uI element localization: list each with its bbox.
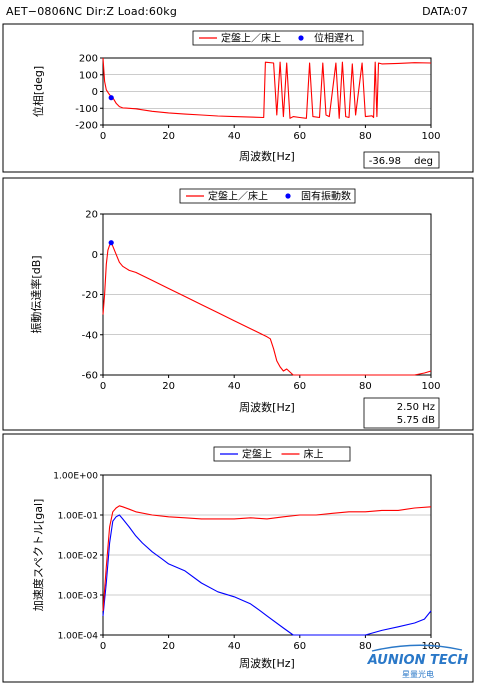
legend-entry: 固有振動数 (301, 190, 351, 203)
legend-entry: 位相遅れ (314, 32, 354, 45)
legend-entry: 定盤上 (242, 448, 272, 461)
readout-freq-unit: Hz (422, 402, 435, 413)
y-tick-label: 1.00E-04 (58, 632, 99, 642)
watermark-sub: 星量光电 (402, 669, 434, 679)
x-tick-label: 80 (359, 381, 372, 392)
readout-unit: deg (414, 156, 433, 167)
x-tick-label: 20 (162, 131, 175, 142)
report-title: AET−0806NC Dir:Z Load:60kg (6, 5, 178, 18)
x-tick-label: 40 (228, 381, 241, 392)
marker-point (108, 95, 114, 101)
x-tick-label: 40 (228, 131, 241, 142)
y-tick-label: 20 (85, 210, 98, 221)
panel-frame-2 (2, 177, 474, 431)
y-tick-label: 1.00E+00 (53, 472, 98, 482)
x-tick-label: 20 (162, 641, 175, 652)
readout-box (363, 397, 440, 429)
watermark-swoosh (371, 644, 463, 652)
marker-point (108, 240, 114, 246)
y-tick-label: -60 (82, 371, 98, 382)
x-tick-label: 0 (100, 641, 106, 652)
y-axis-label: 振動伝達率[dB] (29, 255, 43, 333)
legend-entry: 定盤上／床上 (208, 190, 268, 203)
y-tick-label: -200 (75, 121, 98, 132)
y-tick-label: 1.00E-02 (58, 552, 98, 562)
series-line-2 (102, 505, 432, 611)
y-tick-label: -40 (82, 330, 98, 341)
x-tick-label: 40 (228, 641, 241, 652)
chart-1 (100, 30, 440, 169)
y-axis-label: 加速度スペクトル[gal] (31, 499, 45, 612)
panel-frame-3 (2, 433, 474, 683)
x-tick-label: 80 (359, 641, 372, 652)
y-tick-label: 1.00E-01 (58, 512, 98, 522)
legend-marker (298, 35, 304, 41)
y-tick-label: 0 (92, 250, 98, 261)
x-axis-label: 周波数[Hz] (239, 657, 295, 670)
chart-2 (100, 188, 440, 429)
watermark-brand: AUNION TECH (367, 653, 468, 668)
x-tick-label: 0 (100, 381, 106, 392)
series-line-1 (102, 514, 432, 636)
series-line-1 (102, 57, 432, 119)
legend-box (179, 188, 356, 204)
y-tick-label: 0 (92, 87, 98, 98)
x-tick-label: 20 (162, 381, 175, 392)
x-tick-label: 60 (293, 641, 306, 652)
x-axis-label: 周波数[Hz] (239, 401, 295, 414)
x-tick-label: 0 (100, 131, 106, 142)
y-axis-label: 位相[deg] (31, 66, 45, 117)
panel-frame-1 (2, 23, 474, 173)
y-tick-label: 100 (79, 70, 98, 81)
readout-value: -36.98 (369, 156, 401, 167)
readout-box (363, 151, 440, 169)
data-id: DATA:07 (422, 5, 468, 18)
x-axis-label: 周波数[Hz] (239, 150, 295, 163)
series-line-1 (102, 242, 432, 376)
y-tick-label: -100 (75, 104, 98, 115)
x-tick-label: 100 (421, 131, 440, 142)
y-tick-label: 1.00E-03 (58, 592, 98, 602)
x-tick-label: 100 (421, 641, 440, 652)
legend-entry: 床上 (304, 448, 324, 461)
chart-3 (100, 446, 432, 638)
readout-gain: 5.75 (397, 415, 419, 426)
y-tick-label: 200 (79, 54, 98, 65)
y-tick-label: -20 (82, 290, 98, 301)
x-tick-label: 60 (293, 131, 306, 142)
readout-gain-unit: dB (422, 415, 435, 426)
legend-box (192, 30, 364, 46)
readout-freq: 2.50 (397, 402, 419, 413)
legend-entry: 定盤上／床上 (221, 32, 281, 45)
x-tick-label: 60 (293, 381, 306, 392)
legend-marker (285, 193, 291, 199)
x-tick-label: 80 (359, 131, 372, 142)
x-tick-label: 100 (421, 381, 440, 392)
